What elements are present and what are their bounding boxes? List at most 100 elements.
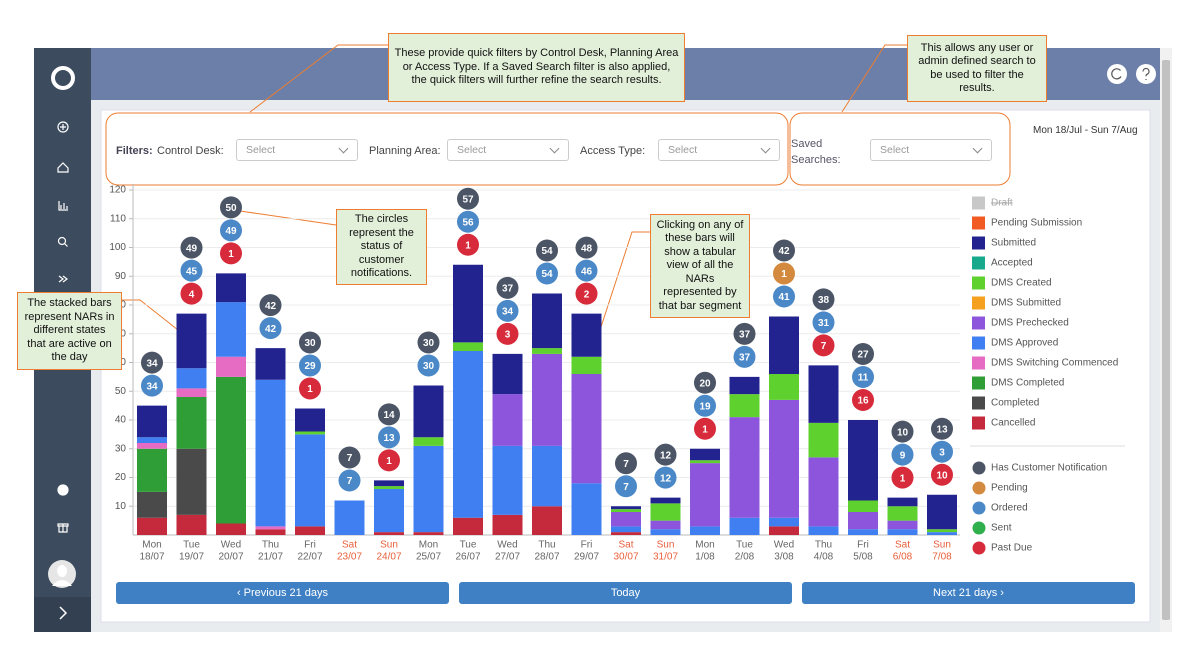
bar-segment[interactable] xyxy=(690,448,720,461)
bar-segment[interactable] xyxy=(334,500,365,536)
bar-segment[interactable] xyxy=(808,457,839,527)
bar-segment[interactable] xyxy=(295,431,325,435)
nav-gift[interactable] xyxy=(57,523,69,533)
next-button[interactable]: Next 21 days › xyxy=(802,582,1135,604)
legend-label[interactable]: Past Due xyxy=(991,543,1033,554)
bar-segment[interactable] xyxy=(532,506,562,535)
legend-label[interactable]: Ordered xyxy=(991,503,1028,514)
bar-segment[interactable] xyxy=(571,483,602,535)
bar-segment[interactable] xyxy=(769,374,799,400)
bar-segment[interactable] xyxy=(532,353,562,446)
bar-segment[interactable] xyxy=(137,405,167,438)
nav-help[interactable] xyxy=(57,484,69,496)
bar-segment[interactable] xyxy=(927,494,957,530)
nav-home[interactable] xyxy=(57,162,69,173)
bar-segment[interactable] xyxy=(848,500,878,513)
bar-segment[interactable] xyxy=(887,529,918,535)
bar-segment[interactable] xyxy=(255,529,286,535)
bar-segment[interactable] xyxy=(413,385,444,438)
scroll-thumb[interactable] xyxy=(1162,60,1170,620)
bar-segment[interactable] xyxy=(374,489,404,533)
bar-segment[interactable] xyxy=(729,417,760,518)
bar-segment[interactable] xyxy=(808,365,839,423)
select[interactable]: Select xyxy=(236,139,358,161)
legend-label[interactable]: DMS Completed xyxy=(991,378,1064,389)
bar-segment[interactable] xyxy=(848,529,878,535)
bar-segment[interactable] xyxy=(374,480,404,487)
bar-segment[interactable] xyxy=(216,376,246,524)
bar-segment[interactable] xyxy=(492,445,523,515)
bar-segment[interactable] xyxy=(295,526,325,535)
bar-segment[interactable] xyxy=(611,506,641,510)
bar-segment[interactable] xyxy=(295,434,325,527)
bar-segment[interactable] xyxy=(255,379,286,527)
bar-segment[interactable] xyxy=(571,356,602,374)
bar-segment[interactable] xyxy=(769,399,799,518)
bar-segment[interactable] xyxy=(492,353,523,395)
legend-label[interactable]: Draft xyxy=(991,198,1013,209)
bar-segment[interactable] xyxy=(887,506,918,521)
bar-segment[interactable] xyxy=(413,437,444,446)
bar-segment[interactable] xyxy=(532,445,562,507)
bar-segment[interactable] xyxy=(453,517,483,535)
bar-segment[interactable] xyxy=(650,497,681,504)
bar-segment[interactable] xyxy=(176,313,207,369)
select[interactable]: Select xyxy=(870,139,992,161)
bar-segment[interactable] xyxy=(650,520,681,530)
bar-segment[interactable] xyxy=(690,463,720,527)
bar-segment[interactable] xyxy=(611,532,641,535)
bar-segment[interactable] xyxy=(492,394,523,446)
bar-segment[interactable] xyxy=(848,512,878,530)
bar-segment[interactable] xyxy=(255,526,286,530)
bar-segment[interactable] xyxy=(927,532,957,535)
bar-segment[interactable] xyxy=(571,313,602,357)
bar-segment[interactable] xyxy=(176,368,207,389)
bar-segment[interactable] xyxy=(650,529,681,535)
bar-segment[interactable] xyxy=(808,422,839,458)
bar-segment[interactable] xyxy=(216,356,246,377)
legend-label[interactable]: Submitted xyxy=(991,238,1036,249)
bar-segment[interactable] xyxy=(769,316,799,375)
legend-label[interactable]: Accepted xyxy=(991,258,1033,269)
bar-segment[interactable] xyxy=(453,264,483,343)
bar-segment[interactable] xyxy=(453,342,483,351)
bar-segment[interactable] xyxy=(176,397,207,449)
bar-segment[interactable] xyxy=(413,445,444,533)
nav-search[interactable] xyxy=(57,236,67,246)
bar-segment[interactable] xyxy=(848,420,878,501)
bar-segment[interactable] xyxy=(176,514,207,535)
legend-label[interactable]: Has Customer Notification xyxy=(991,463,1107,474)
bar-segment[interactable] xyxy=(532,293,562,349)
legend-label[interactable]: Sent xyxy=(991,523,1012,534)
bar-segment[interactable] xyxy=(927,529,957,533)
bar-segment[interactable] xyxy=(374,486,404,489)
legend-label[interactable]: DMS Prechecked xyxy=(991,318,1069,329)
legend-label[interactable]: Completed xyxy=(991,398,1039,409)
bar-segment[interactable] xyxy=(650,503,681,521)
bar-segment[interactable] xyxy=(729,394,760,418)
select[interactable]: Select xyxy=(658,139,780,161)
bar-segment[interactable] xyxy=(295,408,325,432)
bar-segment[interactable] xyxy=(255,348,286,380)
bar-segment[interactable] xyxy=(729,376,760,395)
bar-segment[interactable] xyxy=(492,514,523,535)
bar-segment[interactable] xyxy=(413,532,444,535)
nav-forward[interactable] xyxy=(58,275,68,283)
bar-segment[interactable] xyxy=(571,374,602,484)
bar-segment[interactable] xyxy=(611,526,641,533)
bar-segment[interactable] xyxy=(137,491,167,518)
today-button[interactable]: Today xyxy=(459,582,792,604)
legend-label[interactable]: DMS Approved xyxy=(991,338,1058,349)
bar-segment[interactable] xyxy=(137,437,167,443)
refresh-button[interactable] xyxy=(1107,64,1127,84)
bar-segment[interactable] xyxy=(137,443,167,449)
bar-segment[interactable] xyxy=(216,523,246,536)
nav-add[interactable] xyxy=(57,121,69,133)
legend-label[interactable]: DMS Switching Commenced xyxy=(991,358,1118,369)
legend-label[interactable]: Pending xyxy=(991,483,1028,494)
legend-label[interactable]: Pending Submission xyxy=(991,218,1082,229)
bar-segment[interactable] xyxy=(729,517,760,535)
bar-segment[interactable] xyxy=(690,460,720,464)
bar-segment[interactable] xyxy=(216,273,246,303)
bar-segment[interactable] xyxy=(611,512,641,527)
